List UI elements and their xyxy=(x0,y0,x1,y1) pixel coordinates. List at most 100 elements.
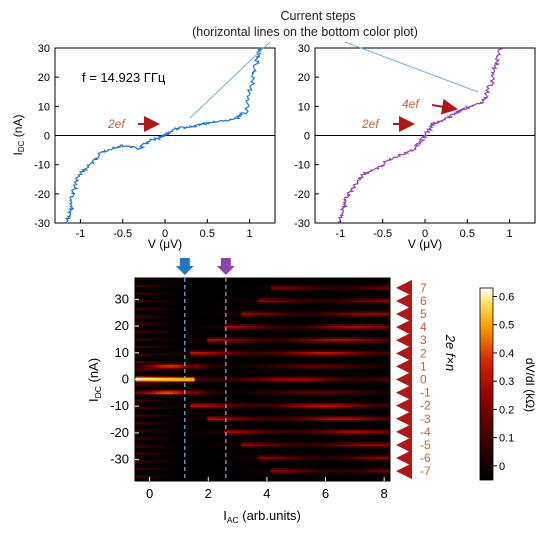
heatmap-cell xyxy=(313,309,319,312)
heatmap-cell xyxy=(360,418,365,421)
heatmap-cell xyxy=(288,289,293,292)
heatmap-cell xyxy=(160,385,166,388)
heatmap-cell xyxy=(266,366,272,369)
heatmap-cell xyxy=(139,290,144,294)
heatmap-cell xyxy=(377,278,382,281)
heatmap-cell xyxy=(249,425,255,428)
heatmap-cell xyxy=(296,414,302,417)
heatmap-cell xyxy=(224,403,229,406)
heatmap-cell xyxy=(232,364,238,367)
heatmap-cell xyxy=(160,420,166,423)
heatmap-cell xyxy=(215,298,221,301)
heatmap-cell xyxy=(181,327,187,331)
heatmap-cell xyxy=(262,311,268,314)
heatmap-cell xyxy=(271,351,276,355)
heatmap-cell xyxy=(147,372,153,375)
heatmap-cell xyxy=(368,309,374,312)
heatmap-cell xyxy=(147,423,153,427)
heatmap-cell xyxy=(181,388,187,391)
heatmap-cell xyxy=(334,344,340,347)
heatmap-cell xyxy=(309,296,314,299)
heatmap-cell xyxy=(186,377,191,380)
heatmap-cell xyxy=(271,373,276,377)
heatmap-cell xyxy=(322,331,327,334)
heatmap-cell xyxy=(356,279,361,283)
heatmap-cell xyxy=(271,307,276,310)
heatmap-cell xyxy=(347,337,353,340)
heatmap-cell xyxy=(347,311,353,314)
heatmap-cell xyxy=(347,307,353,310)
heatmap-cell xyxy=(228,409,234,412)
heatmap-cell xyxy=(207,386,212,390)
heatmap-cell xyxy=(360,405,365,408)
heatmap-cell xyxy=(194,337,200,340)
heatmap-cell xyxy=(368,377,374,380)
heatmap-cell xyxy=(373,397,378,401)
heatmap-cell xyxy=(364,355,370,358)
heatmap-cell xyxy=(232,357,238,360)
heatmap-cell xyxy=(147,285,153,288)
heatmap-cell xyxy=(224,278,229,281)
heatmap-cell xyxy=(300,311,306,314)
heatmap-cell xyxy=(207,373,212,377)
heatmap-cell xyxy=(177,423,183,427)
heatmap-cell xyxy=(322,397,327,401)
heatmap-cell xyxy=(194,325,200,329)
heatmap-cell xyxy=(164,278,170,281)
heatmap-cell xyxy=(194,307,200,310)
heatmap-cell xyxy=(271,412,276,415)
heatmap-cell xyxy=(169,355,174,358)
heatmap-cell xyxy=(181,333,187,336)
heatmap-cell xyxy=(339,377,344,380)
heatmap-cell xyxy=(309,320,314,323)
heatmap-cell xyxy=(339,386,344,390)
heatmap-cell xyxy=(330,414,336,417)
heatmap-cell xyxy=(186,307,191,310)
heatmap-cell xyxy=(147,325,153,329)
heatmap-cell xyxy=(373,322,378,325)
heatmap-cell xyxy=(198,344,204,347)
heatmap-cell xyxy=(139,320,144,323)
heatmap-cell xyxy=(177,386,183,390)
heatmap-cell xyxy=(177,279,183,283)
heatmap-cell xyxy=(279,383,285,386)
heatmap-cell xyxy=(215,278,221,281)
heatmap-cell xyxy=(164,366,170,369)
heatmap-cell xyxy=(220,348,225,351)
heatmap-cell xyxy=(143,303,149,307)
heatmap-cell xyxy=(181,423,187,427)
heatmap-cell xyxy=(292,359,297,362)
heatmap-cell xyxy=(364,377,370,380)
heatmap-cell xyxy=(373,421,378,425)
heatmap-cell xyxy=(258,322,263,325)
heatmap-cell xyxy=(279,355,285,358)
heatmap-cell xyxy=(156,383,161,386)
heatmap-cell xyxy=(275,357,280,360)
heatmap-cell xyxy=(368,316,374,319)
heatmap-cell xyxy=(271,344,276,347)
heatmap-cell xyxy=(224,340,229,343)
heatmap-cell xyxy=(288,370,293,373)
heatmap-cell xyxy=(139,353,144,356)
heatmap-cell xyxy=(186,337,191,340)
heatmap-cell xyxy=(377,331,382,334)
heatmap-cell xyxy=(334,399,340,403)
heatmap-cell xyxy=(139,370,144,373)
heatmap-cell xyxy=(215,414,221,417)
heatmap-cell xyxy=(245,290,251,294)
heatmap-cell xyxy=(313,294,319,297)
heatmap-cell xyxy=(224,357,229,360)
heatmap-cell xyxy=(279,318,285,321)
heatmap-cell xyxy=(203,385,208,388)
heatmap-cell xyxy=(220,405,225,408)
heatmap-cell xyxy=(237,405,242,408)
heatmap-cell xyxy=(300,416,306,419)
heatmap-cell xyxy=(283,307,289,310)
heatmap-cell xyxy=(207,409,212,412)
heatmap-cell xyxy=(245,296,251,299)
heatmap-cell xyxy=(249,366,255,369)
heatmap-cell xyxy=(245,364,251,367)
heatmap-cell xyxy=(360,296,365,299)
heatmap-cell xyxy=(309,359,314,362)
